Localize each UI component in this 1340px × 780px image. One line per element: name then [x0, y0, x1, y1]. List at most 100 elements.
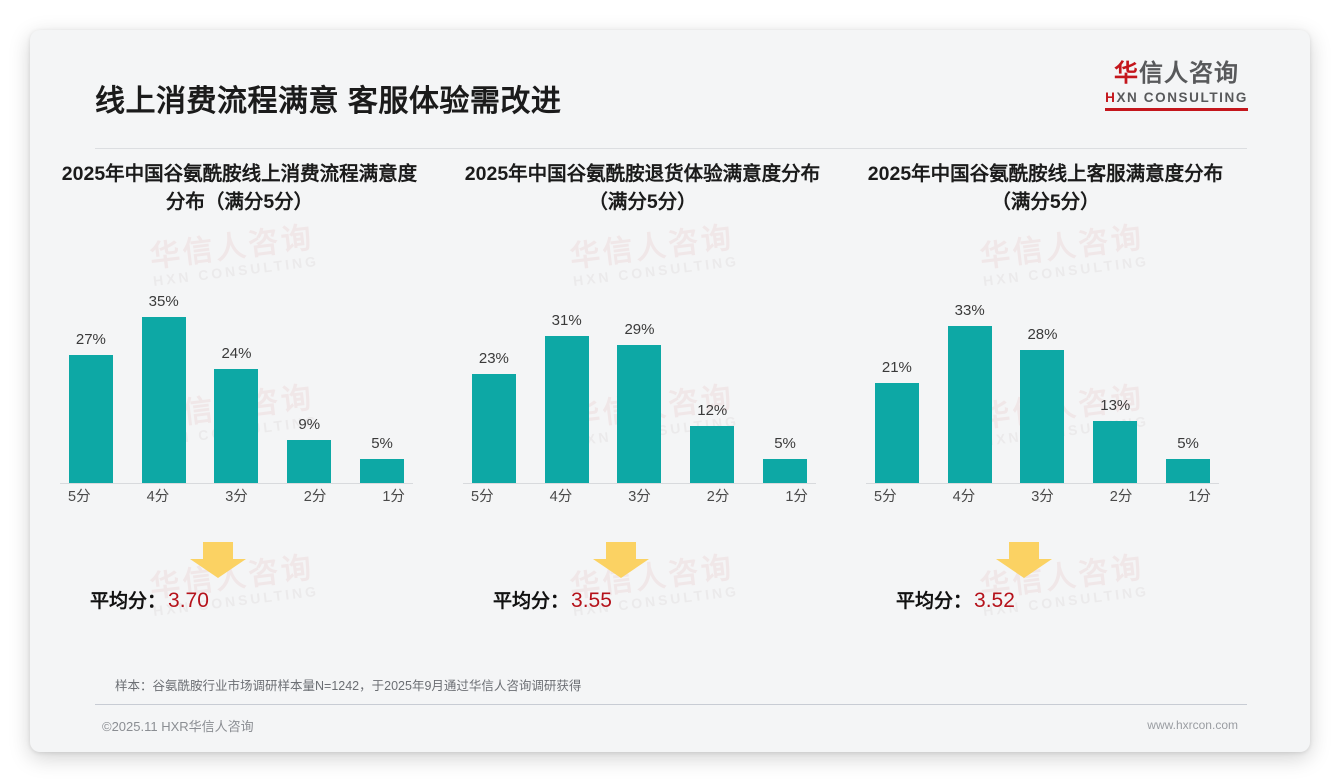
bar-item: 35%	[133, 254, 195, 483]
x-axis-tick-label: 3分	[1031, 489, 1054, 505]
x-axis-tick-label: 1分	[1188, 489, 1211, 505]
average-label: 平均分：	[896, 591, 973, 612]
x-axis-tick-label: 1分	[382, 489, 405, 505]
bar-value-label: 23%	[478, 350, 509, 367]
logo-chinese-text: 华信人咨询	[1105, 60, 1248, 88]
axis-baseline-1	[60, 483, 413, 484]
x-axis-tick-label: 5分	[471, 489, 494, 505]
x-axis-tick-label: 5分	[874, 489, 897, 505]
bar-value-label: 35%	[148, 293, 179, 310]
plot-area-3: 21% 33% 28% 13% 5%	[858, 254, 1233, 484]
bar-value-label: 21%	[881, 359, 912, 376]
bar	[1093, 421, 1138, 483]
footer-divider	[95, 704, 1247, 705]
bar-value-label: 29%	[624, 321, 655, 338]
bar-item: 21%	[866, 254, 928, 483]
x-axis-tick-label: 2分	[706, 489, 730, 505]
bar-group-2: 23% 31% 29% 12% 5%	[463, 254, 816, 483]
plot-area-2: 23% 31% 29% 12% 5%	[455, 254, 830, 484]
plot-area-1: 27% 35% 24% 9% 5%	[52, 254, 427, 484]
x-axis-tick-label: 2分	[1109, 489, 1133, 505]
x-axis-tick-label: 3分	[628, 489, 651, 505]
bar	[874, 383, 919, 483]
bar	[287, 440, 332, 483]
logo-en-prefix: H	[1105, 89, 1117, 105]
average-score-3: 平均分：3.52	[896, 586, 1015, 613]
slide-footer: ©2025.11 HXR华信人咨询 www.hxrcon.com	[30, 716, 1310, 740]
x-axis-tick-label: 4分	[549, 489, 573, 505]
bar-item: 9%	[278, 254, 340, 483]
chart-panel-3: 2025年中国谷氨酰胺线上客服满意度分布（满分5分） 21% 33% 28% 13% 5…	[844, 160, 1247, 612]
bar-item: 28%	[1012, 254, 1074, 483]
bar-value-label: 28%	[1027, 326, 1058, 343]
bar	[214, 369, 259, 483]
x-axis-tick-label: 1分	[785, 489, 808, 505]
bar	[1020, 350, 1065, 483]
x-axis-tick-label: 5分	[68, 489, 91, 505]
bar	[141, 317, 186, 483]
bar-item: 13%	[1084, 254, 1146, 483]
bar-value-label: 31%	[551, 312, 582, 329]
bar-group-3: 21% 33% 28% 13% 5%	[866, 254, 1219, 483]
copyright-text: ©2025.11 HXR华信人咨询	[102, 719, 254, 734]
down-arrow-icon	[190, 542, 246, 578]
bar-value-label: 5%	[774, 435, 796, 452]
logo-cn-rest: 信人咨询	[1139, 60, 1240, 87]
bar	[1166, 459, 1211, 483]
bar-item: 24%	[206, 254, 268, 483]
page-title: 线上消费流程满意 客服体验需改进	[95, 85, 562, 118]
source-footnote: 样本：谷氨酰胺行业市场调研样本量N=1242，于2025年9月通过华信人咨询调研…	[115, 679, 582, 693]
average-value: 3.70	[168, 589, 209, 612]
average-score-1: 平均分：3.70	[90, 586, 209, 613]
down-arrow-icon	[996, 542, 1052, 578]
logo-en-rest: XN CONSULTING	[1116, 89, 1248, 105]
axis-baseline-3	[866, 483, 1219, 484]
brand-logo: 华信人咨询 HXN CONSULTING	[1105, 60, 1248, 111]
x-axis-tick-label: 3分	[225, 489, 248, 505]
bar	[763, 459, 808, 483]
header-divider	[95, 148, 1247, 149]
bar-item: 5%	[351, 254, 413, 483]
bar-item: 23%	[463, 254, 525, 483]
x-axis-tick-label: 4分	[952, 489, 976, 505]
x-axis-tick-label: 4分	[146, 489, 170, 505]
average-label: 平均分：	[493, 591, 570, 612]
website-link[interactable]: www.hxrcon.com	[1147, 718, 1238, 732]
bar-group-1: 27% 35% 24% 9% 5%	[60, 254, 413, 483]
bar	[360, 459, 405, 483]
bar-value-label: 5%	[371, 435, 393, 452]
bar	[690, 426, 735, 483]
bar-item: 5%	[754, 254, 816, 483]
arrow-stem	[606, 542, 636, 559]
average-label: 平均分：	[90, 591, 167, 612]
x-axis-labels-3: 5分 4分 3分 2分 1分	[852, 485, 1233, 506]
bar-value-label: 9%	[298, 416, 321, 433]
average-score-2: 平均分：3.55	[493, 586, 612, 613]
arrow-head	[593, 559, 649, 578]
chart-title-3: 2025年中国谷氨酰胺线上客服满意度分布（满分5分）	[867, 163, 1224, 214]
bar-chart-3: 21% 33% 28% 13% 5% 5分 4分 3分 2分 1分	[844, 254, 1247, 524]
axis-baseline-2	[463, 483, 816, 484]
bar-value-label: 12%	[697, 402, 728, 419]
bar	[617, 345, 662, 483]
logo-cn-prefix: 华	[1114, 60, 1140, 87]
bar-value-label: 27%	[75, 331, 106, 348]
bar-item: 27%	[60, 254, 122, 483]
chart-title-2: 2025年中国谷氨酰胺退货体验满意度分布（满分5分）	[464, 163, 821, 214]
bar	[544, 336, 589, 483]
bar	[947, 326, 992, 483]
bar-value-label: 5%	[1177, 435, 1199, 452]
x-axis-tick-label: 2分	[303, 489, 327, 505]
bar	[68, 355, 113, 483]
chart-panel-1: 2025年中国谷氨酰胺线上消费流程满意度分布（满分5分） 27% 35% 24% 9%…	[38, 160, 441, 612]
arrow-head	[190, 559, 246, 578]
x-axis-labels-1: 5分 4分 3分 2分 1分	[46, 485, 427, 506]
average-value: 3.55	[571, 589, 612, 612]
chart-panel-2: 2025年中国谷氨酰胺退货体验满意度分布（满分5分） 23% 31% 29% 12% 5…	[441, 160, 844, 612]
chart-panels: 2025年中国谷氨酰胺线上消费流程满意度分布（满分5分） 27% 35% 24% 9%…	[30, 160, 1310, 612]
slide-card: 线上消费流程满意 客服体验需改进 华信人咨询 HXN CONSULTING 华信…	[30, 30, 1310, 752]
down-arrow-icon	[593, 542, 649, 578]
arrow-stem	[203, 542, 233, 559]
chart-title-1: 2025年中国谷氨酰胺线上消费流程满意度分布（满分5分）	[61, 163, 418, 214]
bar-value-label: 33%	[954, 302, 985, 319]
